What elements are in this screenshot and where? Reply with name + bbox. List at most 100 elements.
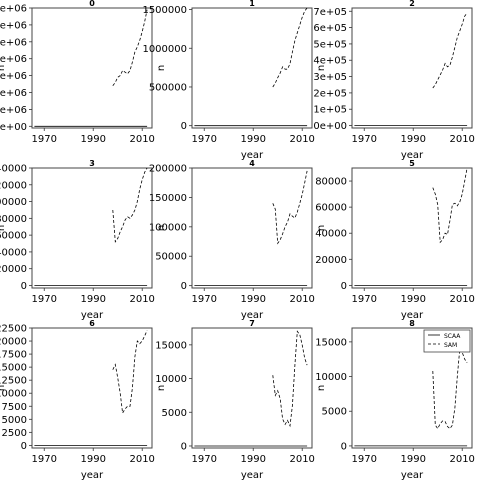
y-axis-label: n (156, 65, 167, 71)
series-line-sam (432, 12, 468, 89)
panel-7: 7 1970 1990 2010 0 5000 10000 15000 year n (155, 319, 315, 480)
y-tick-label: 0e+00 (0, 122, 27, 133)
x-axis-label: year (241, 310, 264, 321)
y-tick-label: 10000 (0, 389, 27, 400)
y-axis-label: n (0, 385, 7, 391)
x-tick-label: 1990 (400, 294, 425, 305)
y-tick-label: 5000 (322, 407, 347, 418)
x-tick-label: 1990 (80, 294, 105, 305)
x-tick-label: 1990 (240, 454, 265, 465)
y-tick-label: 15000 (155, 340, 187, 351)
y-tick-label: 100000 (0, 197, 27, 208)
x-axis-label: year (401, 150, 424, 161)
legend-box (423, 329, 471, 353)
panel-0: 0 1970 1990 2010 0e+00 1e+06 2e+06 3e+06 4e+06 5e… (0, 0, 155, 145)
y-tick-label: 2e+06 (0, 88, 27, 99)
y-tick-label: 5e+06 (0, 37, 27, 48)
panel-title: 2 (409, 0, 415, 8)
x-axis-label: year (401, 310, 424, 321)
series-line-sam (112, 330, 148, 415)
y-axis-label: n (316, 65, 327, 71)
y-tick-label: 0 (21, 281, 27, 292)
plot-frame (31, 167, 153, 289)
series-line-sam (432, 347, 468, 430)
y-tick-label: 12500 (0, 376, 27, 387)
y-tick-label: 20000 (0, 264, 27, 275)
x-axis-label: year (401, 470, 424, 480)
x-tick-label: 2010 (289, 134, 314, 145)
y-tick-label: 5000 (2, 415, 27, 426)
y-tick-label: 100000 (149, 222, 187, 233)
x-tick-label: 1990 (80, 454, 105, 465)
panel-4: 4 1970 1990 2010 0 50000 100000 150000 200000 yea… (149, 159, 315, 321)
panel-2: 2 1970 1990 2010 0e+00 1e+05 2e+05 3e+05 4e+05 5e… (313, 0, 475, 161)
x-tick-label: 1970 (192, 294, 217, 305)
y-tick-label: 15000 (0, 363, 27, 374)
y-tick-label: 5000 (162, 408, 187, 419)
x-tick-label: 1970 (352, 134, 377, 145)
panel-1: 1 1970 1990 2010 0 500000 1000000 1500000 year n (142, 0, 314, 161)
y-tick-label: 200000 (149, 164, 187, 175)
y-axis-label: n (0, 225, 7, 231)
plot-frame (351, 7, 473, 129)
y-tick-label: 10000 (155, 374, 187, 385)
panel-title: 3 (89, 159, 95, 168)
panel-5: 5 1970 1990 2010 0 20000 40000 60000 80000 year n (315, 159, 475, 321)
y-tick-label: 40000 (0, 247, 27, 258)
y-tick-label: 1e+06 (0, 105, 27, 116)
x-tick-label: 1970 (192, 134, 217, 145)
x-tick-label: 2010 (129, 454, 154, 465)
y-axis-label: n (0, 65, 7, 71)
y-tick-label: 22500 (0, 324, 27, 335)
panel-6: 6 1970 1990 2010 0 2500 5000 7500 10000 12500 1500… (0, 319, 155, 480)
y-tick-label: 0 (341, 441, 347, 452)
panel-3: 3 1970 1990 2010 0 20000 40000 60000 80000 100000… (0, 159, 155, 321)
panel-title: 0 (89, 0, 95, 8)
x-tick-label: 1970 (32, 134, 57, 145)
y-tick-label: 120000 (0, 180, 27, 191)
y-tick-label: 17500 (0, 350, 27, 361)
y-tick-label: 0 (181, 121, 187, 132)
y-tick-label: 6e+06 (0, 20, 27, 31)
x-tick-label: 1970 (192, 454, 217, 465)
legend-label: SAM (444, 342, 457, 349)
plot-frame (191, 7, 313, 129)
y-tick-label: 7e+05 (313, 7, 347, 18)
x-tick-label: 2010 (449, 294, 474, 305)
y-tick-label: 500000 (149, 82, 187, 93)
y-tick-label: 3e+06 (0, 71, 27, 82)
y-tick-label: 5e+05 (313, 39, 347, 50)
y-tick-label: 0 (181, 281, 187, 292)
panel-title: 5 (409, 159, 415, 168)
x-axis-label: year (81, 470, 104, 480)
x-tick-label: 2010 (449, 454, 474, 465)
plot-frame (191, 167, 313, 289)
y-tick-label: 20000 (0, 337, 27, 348)
y-tick-label: 0 (341, 281, 347, 292)
x-tick-label: 1990 (400, 454, 425, 465)
y-tick-label: 0e+00 (313, 121, 347, 132)
y-axis-label: n (156, 225, 167, 231)
legend: SCAA SAM (423, 329, 471, 353)
y-tick-label: 50000 (155, 252, 187, 263)
y-tick-label: 4e+05 (313, 56, 347, 67)
panel-title: 6 (89, 319, 95, 328)
plot-frame (31, 327, 153, 449)
y-tick-label: 6e+05 (313, 23, 347, 34)
y-tick-label: 60000 (0, 231, 27, 242)
y-axis-label: n (156, 385, 167, 391)
x-axis-label: year (241, 150, 264, 161)
y-tick-label: 40000 (315, 229, 347, 240)
panel-title: 1 (249, 0, 255, 8)
x-tick-label: 1990 (80, 134, 105, 145)
y-tick-label: 7500 (2, 402, 27, 413)
x-tick-label: 1970 (352, 294, 377, 305)
series-line-sam (112, 9, 148, 86)
x-tick-label: 1970 (32, 454, 57, 465)
x-tick-label: 1990 (240, 294, 265, 305)
y-tick-label: 7e+06 (0, 4, 27, 15)
y-tick-label: 2e+05 (313, 88, 347, 99)
y-tick-label: 0 (21, 441, 27, 452)
y-tick-label: 80000 (0, 214, 27, 225)
plot-frame (351, 167, 473, 289)
